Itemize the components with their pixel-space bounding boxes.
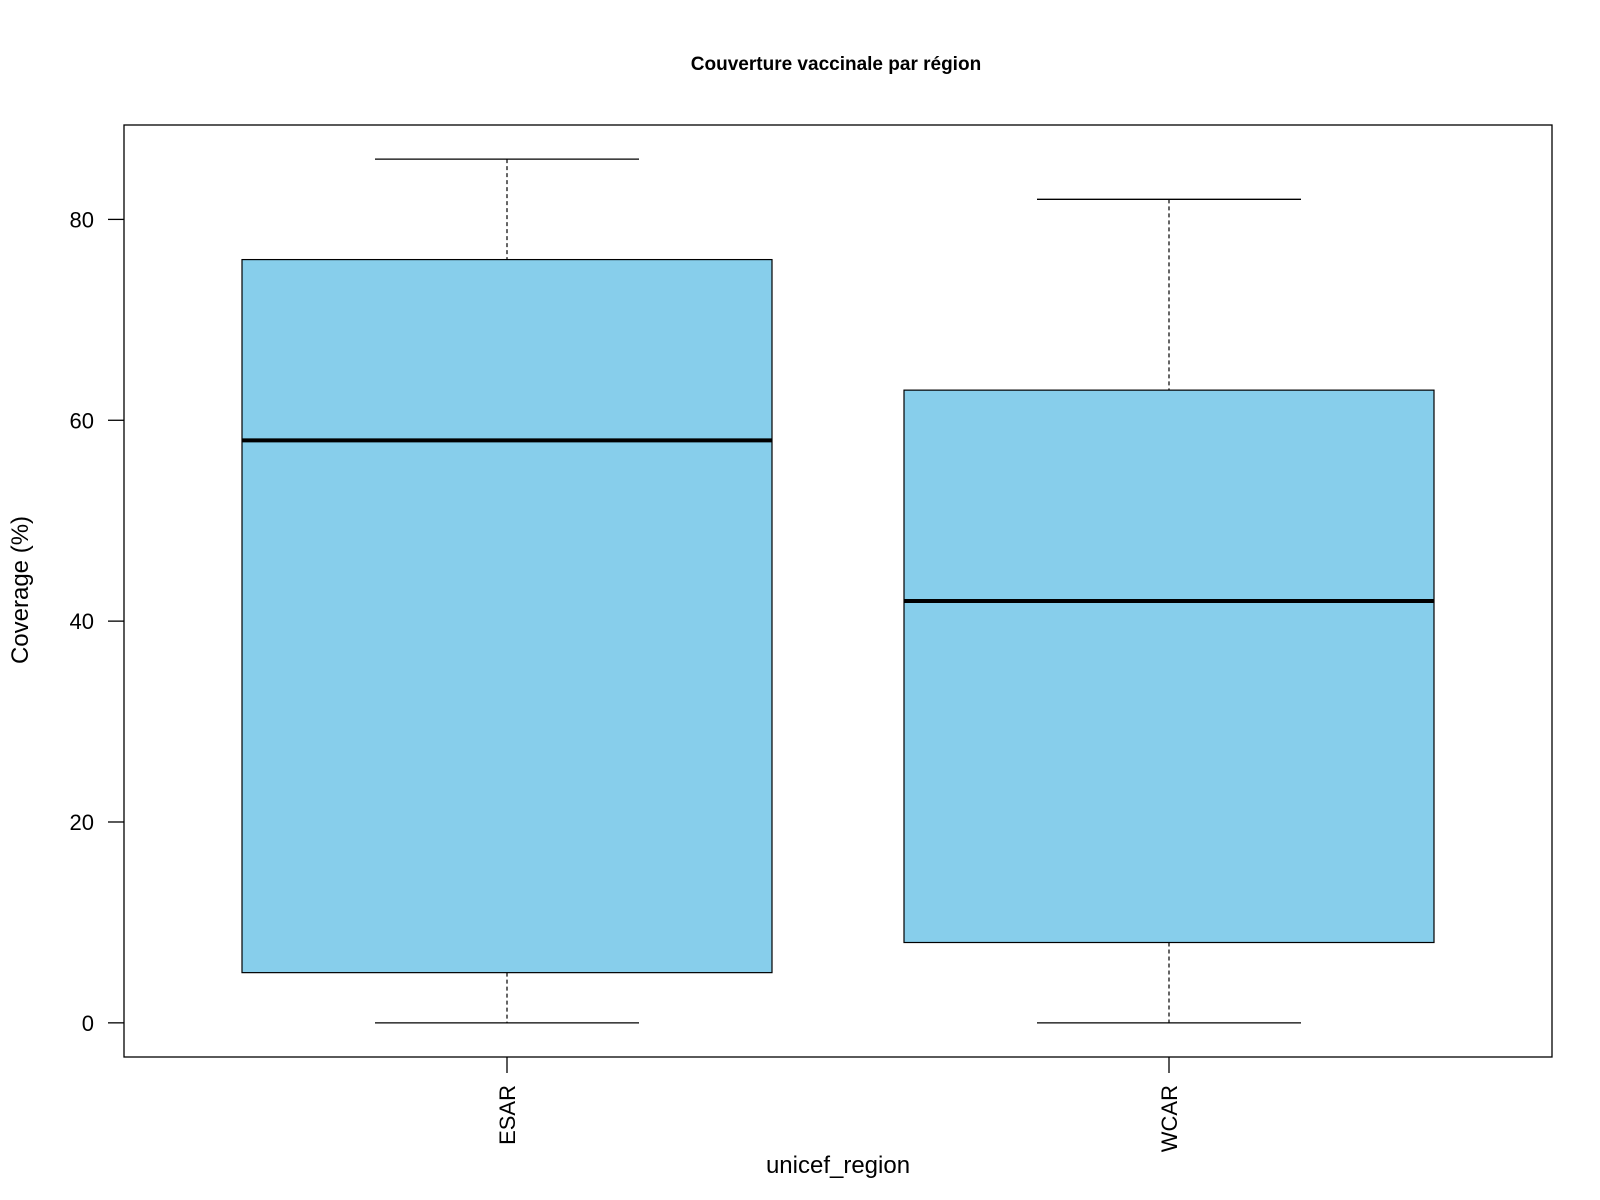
x-tick-label: ESAR xyxy=(495,1085,520,1145)
iqr-box xyxy=(241,258,773,974)
chart-title: Couverture vaccinale par région xyxy=(691,54,981,75)
box-esar xyxy=(241,158,773,1024)
y-tick-label: 0 xyxy=(82,1011,94,1036)
iqr-box xyxy=(903,389,1435,944)
plot-frame xyxy=(123,124,1553,1058)
y-axis-label: Coverage (%) xyxy=(7,516,34,664)
y-tick-label: 60 xyxy=(70,408,94,433)
y-tick-label: 40 xyxy=(70,609,94,634)
box-wcar xyxy=(903,198,1435,1024)
y-axis: 0 20 40 60 80 xyxy=(70,207,124,1036)
y-tick-label: 80 xyxy=(70,207,94,232)
x-axis: ESAR WCAR xyxy=(495,1057,1182,1152)
y-tick-label: 20 xyxy=(70,810,94,835)
x-axis-label: unicef_region xyxy=(766,1152,910,1179)
box-series xyxy=(241,158,1435,1024)
x-tick-label: WCAR xyxy=(1157,1085,1182,1152)
